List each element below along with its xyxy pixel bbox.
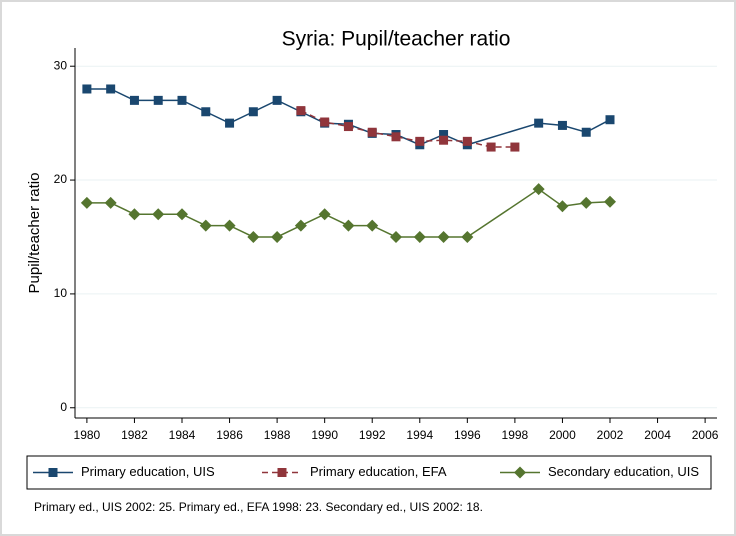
marker: [366, 219, 379, 232]
marker: [437, 230, 450, 243]
marker: [413, 230, 426, 243]
series-line: [300, 109, 515, 148]
marker: [439, 130, 449, 140]
marker: [223, 219, 236, 232]
marker: [152, 208, 165, 221]
x-tick-label: 2004: [644, 428, 671, 442]
marker: [82, 84, 92, 94]
marker: [580, 196, 593, 209]
marker: [177, 95, 187, 105]
marker: [296, 106, 306, 116]
marker: [342, 219, 355, 232]
marker: [106, 84, 116, 94]
marker: [415, 136, 425, 146]
marker: [294, 219, 307, 232]
marker: [199, 219, 212, 232]
legend-marker: [277, 468, 287, 477]
marker: [367, 127, 377, 137]
marker: [510, 142, 520, 152]
marker: [129, 95, 139, 105]
chart-title: Syria: Pupil/teacher ratio: [282, 28, 511, 51]
note: Primary ed., UIS 2002: 25. Primary ed., …: [34, 500, 483, 514]
marker: [318, 208, 331, 221]
legend-label: Secondary education, UIS: [548, 464, 699, 479]
marker: [461, 230, 474, 243]
marker: [153, 95, 163, 105]
marker: [176, 208, 188, 221]
x-tick-label: 2002: [597, 428, 624, 442]
x-tick-label: 1986: [216, 428, 243, 442]
x-tick-label: 1992: [359, 428, 386, 442]
marker: [390, 230, 402, 243]
x-tick-label: 1980: [74, 428, 101, 442]
marker: [80, 196, 93, 209]
marker: [439, 135, 449, 145]
marker: [391, 132, 401, 142]
marker: [247, 230, 260, 243]
marker: [248, 107, 258, 117]
marker: [104, 196, 117, 209]
marker: [225, 118, 235, 128]
x-tick-label: 1990: [311, 428, 338, 442]
marker: [272, 95, 282, 105]
marker: [557, 120, 567, 130]
y-tick-label: 30: [54, 58, 68, 72]
marker: [534, 118, 544, 128]
marker: [462, 136, 472, 146]
marker: [556, 200, 569, 213]
x-tick-label: 1988: [264, 428, 291, 442]
x-tick-label: 1998: [502, 428, 529, 442]
x-tick-label: 1994: [406, 428, 433, 442]
legend-label: Primary education, UIS: [81, 464, 215, 479]
marker: [128, 208, 141, 221]
legend-label: Primary education, EFA: [310, 464, 447, 479]
x-tick-label: 1984: [169, 428, 196, 442]
x-tick-label: 2000: [549, 428, 576, 442]
marker: [271, 230, 284, 243]
marker: [581, 127, 591, 137]
y-tick-label: 20: [54, 172, 68, 186]
y-axis-label: Pupil/teacher ratio: [26, 173, 43, 294]
marker: [532, 183, 545, 196]
marker: [604, 195, 616, 208]
marker: [320, 117, 330, 127]
marker: [605, 115, 615, 125]
legend: [26, 455, 712, 490]
x-tick-label: 2006: [692, 428, 719, 442]
marker: [343, 122, 353, 132]
legend-marker: [48, 468, 58, 477]
y-tick-label: 10: [54, 286, 68, 300]
x-tick-label: 1982: [121, 428, 148, 442]
marker: [201, 107, 211, 117]
x-tick-label: 1996: [454, 428, 481, 442]
legend-marker: [514, 466, 526, 479]
y-tick-label: 0: [60, 400, 67, 414]
marker: [486, 142, 496, 152]
